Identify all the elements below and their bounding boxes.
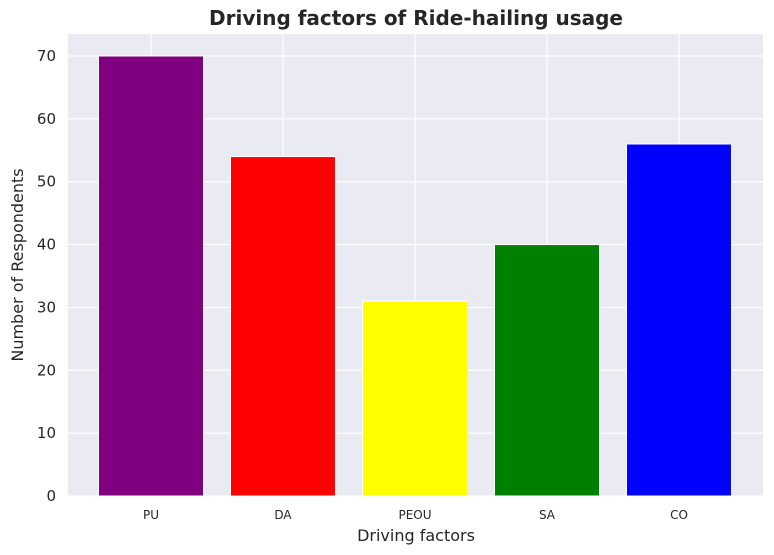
x-axis-label: Driving factors	[357, 526, 475, 545]
y-tick-label: 50	[37, 173, 56, 191]
x-tick-label: SA	[539, 508, 556, 522]
bar-da	[230, 156, 336, 497]
x-tick-label: DA	[274, 508, 292, 522]
bar-co	[626, 143, 732, 497]
y-axis-label: Number of Respondents	[8, 168, 27, 361]
bars	[98, 55, 732, 497]
x-tick-label: CO	[670, 508, 688, 522]
chart-title: Driving factors of Ride-hailing usage	[209, 6, 623, 30]
y-tick-label: 0	[46, 487, 56, 505]
y-tick-label: 40	[37, 236, 56, 254]
bar-sa	[494, 244, 600, 497]
x-tick-label: PU	[143, 508, 159, 522]
bar-peou	[362, 300, 468, 497]
y-tick-label: 30	[37, 298, 56, 316]
y-tick-labels: 0 10 20 30 40 50 60 70	[37, 47, 56, 505]
y-tick-label: 60	[37, 110, 56, 128]
bar-pu	[98, 55, 204, 497]
y-tick-label: 70	[37, 47, 56, 65]
x-tick-label: PEOU	[398, 508, 431, 522]
y-tick-label: 20	[37, 361, 56, 379]
y-tick-label: 10	[37, 424, 56, 442]
x-tick-labels: PU DA PEOU SA CO	[143, 508, 688, 522]
